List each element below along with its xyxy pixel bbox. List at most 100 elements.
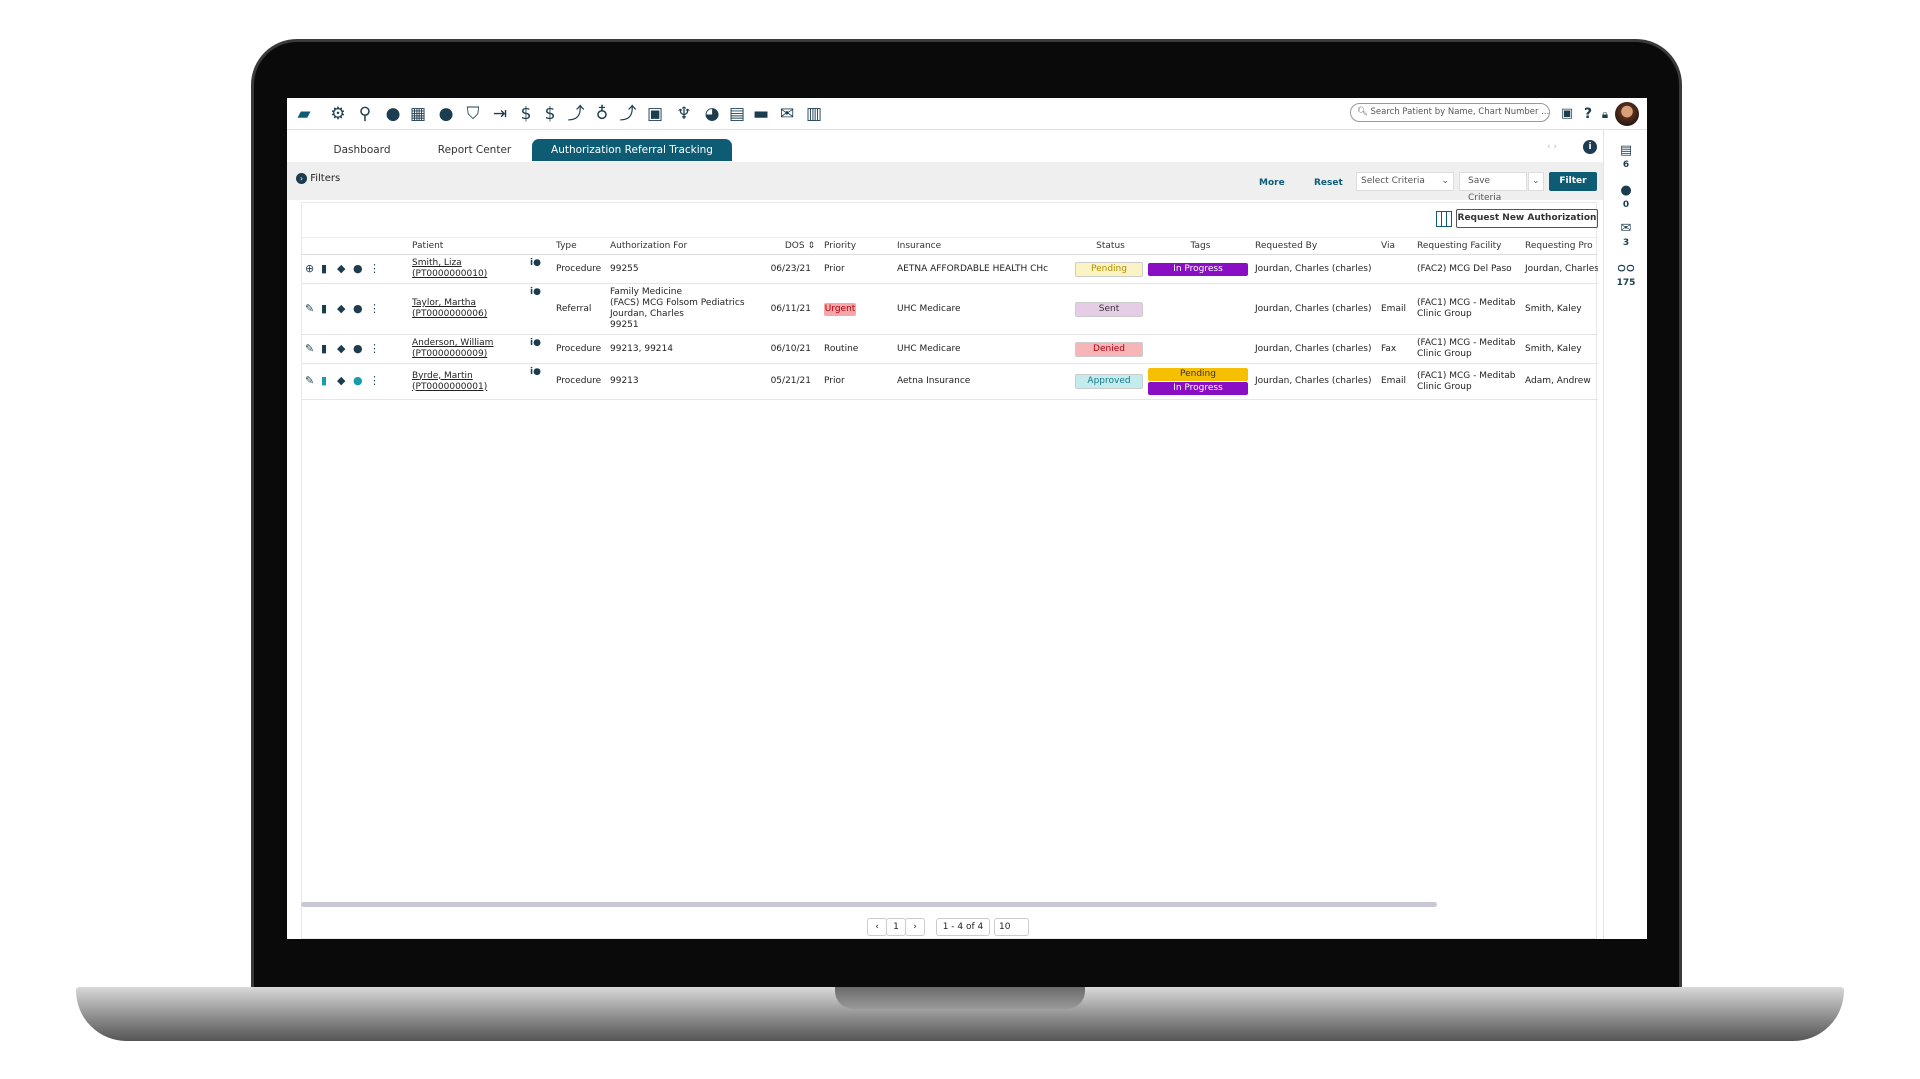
table-row[interactable]: ⊕ ▮ ◆ ● ⋮ Smith, Liza (PT0000000010) i● Procedur… <box>302 254 1598 284</box>
patient-link[interactable]: Taylor, Martha <box>412 298 477 308</box>
book-icon[interactable]: ▬ <box>752 104 770 124</box>
info-icon[interactable]: i <box>1583 140 1597 154</box>
info-icon[interactable]: i <box>530 367 534 377</box>
sign-in-icon[interactable]: ⇥ <box>492 104 508 124</box>
save-criteria-button[interactable]: Save Criteria <box>1459 172 1527 203</box>
comment-icon[interactable]: ● 0 <box>1604 184 1647 212</box>
hand-dollar-icon[interactable]: ⤴ <box>567 104 585 124</box>
user-icon[interactable]: ● <box>533 287 541 297</box>
comment-icon[interactable]: ● <box>353 301 363 315</box>
request-new-authorization-button[interactable]: Request New Authorization <box>1456 209 1598 228</box>
edit-icon[interactable]: ✎ <box>305 301 315 315</box>
chart-number-link[interactable]: (PT0000000010) <box>412 269 488 279</box>
more-options-icon[interactable]: ⋮ <box>369 374 380 387</box>
next-page-button[interactable]: › <box>905 918 925 936</box>
filter-button[interactable]: Filter <box>1549 172 1597 191</box>
col-via[interactable]: Via <box>1378 237 1414 255</box>
tags-icon[interactable]: ◆ <box>337 374 346 387</box>
filters-toggle[interactable]: › Filters <box>296 173 340 184</box>
edit-icon[interactable]: ✎ <box>305 374 315 387</box>
comment-icon[interactable]: ● <box>353 341 363 355</box>
user-shield-icon[interactable]: ● <box>438 104 454 124</box>
col-type[interactable]: Type <box>553 237 607 255</box>
patient-link[interactable]: Smith, Liza <box>412 258 462 268</box>
col-priority[interactable]: Priority <box>821 237 894 255</box>
info-icon[interactable]: i <box>530 287 534 297</box>
lock-icon[interactable]: 🔒︎ <box>1601 107 1609 121</box>
clipboard-icon[interactable]: ▤ 6 <box>1604 144 1647 172</box>
dollar-icon[interactable]: $ <box>520 104 532 124</box>
document-icon[interactable]: ▮ <box>321 301 328 315</box>
page-size-input[interactable]: 10 <box>994 918 1029 936</box>
tab-dashboard[interactable]: Dashboard <box>333 144 391 156</box>
shield-check-icon[interactable]: ⛉ <box>466 104 480 124</box>
hands-dollar-icon[interactable]: ♆ <box>676 104 692 124</box>
col-patient[interactable]: Patient <box>409 237 527 255</box>
tags-icon[interactable]: ◆ <box>337 301 346 315</box>
more-button[interactable]: More <box>1259 178 1285 188</box>
help-icon[interactable]: ? <box>1583 106 1593 122</box>
more-options-icon[interactable]: ⋮ <box>369 261 380 275</box>
user-icon[interactable]: ● <box>533 367 541 377</box>
patient-link[interactable]: Byrde, Martin <box>412 370 473 381</box>
comment-icon[interactable]: ● <box>353 374 363 387</box>
table-row[interactable]: ✎ ▮ ◆ ● ⋮ Anderson, William (PT0000000009) i● Pr… <box>302 334 1598 364</box>
tags-icon[interactable]: ◆ <box>337 341 346 355</box>
chat-logo-icon[interactable]: ▰ <box>297 104 311 124</box>
page-number-input[interactable]: 1 <box>886 918 906 936</box>
columns-icon[interactable] <box>1436 211 1452 227</box>
voicemail-icon[interactable]: ᴑᴑ 175 <box>1604 262 1647 290</box>
pie-chart-icon[interactable]: ◕ <box>704 104 720 124</box>
comment-icon[interactable]: ● <box>353 261 363 275</box>
user-icon[interactable]: ● <box>533 338 541 348</box>
table-row[interactable]: ✎ ▮ ◆ ● ⋮ Taylor, Martha (PT0000000006) i● Refer… <box>302 283 1598 335</box>
envelope-icon[interactable]: ✉ <box>779 104 795 124</box>
select-criteria-dropdown[interactable]: Select Criteria ⌄ <box>1356 172 1454 191</box>
col-authorization-for[interactable]: Authorization For <box>607 237 761 255</box>
calendar-icon[interactable]: ▦ <box>409 104 427 124</box>
tab-report-center[interactable]: Report Center <box>437 144 512 156</box>
tab-scroll-arrows[interactable]: ‹ › <box>1547 142 1558 152</box>
safe-dollar-icon[interactable]: ▣ <box>646 104 664 124</box>
col-requesting-provider[interactable]: Requesting Pro <box>1522 237 1598 255</box>
tags-icon[interactable]: ◆ <box>337 261 346 275</box>
envelope-icon[interactable]: ✉ 3 <box>1604 222 1647 250</box>
document-icon[interactable]: ▮ <box>321 374 328 387</box>
info-icon[interactable]: i <box>530 338 534 348</box>
sort-icon[interactable]: ⇕ <box>807 241 815 251</box>
more-options-icon[interactable]: ⋮ <box>369 341 380 355</box>
user-icon[interactable]: ● <box>533 258 541 268</box>
receipt-icon[interactable]: ▤ <box>728 104 746 124</box>
calendar-icon[interactable]: ▣ <box>1560 106 1574 121</box>
col-dos[interactable]: DOS ⇕ <box>761 237 821 255</box>
chart-number-link[interactable]: (PT0000000001) <box>412 381 488 392</box>
info-icon[interactable]: i <box>530 258 534 268</box>
avatar[interactable] <box>1615 102 1639 126</box>
edit-icon[interactable]: ✎ <box>305 341 315 355</box>
hand-coins-icon[interactable]: ⤴ <box>619 104 637 124</box>
dollar-transfer-icon[interactable]: $ <box>544 104 556 124</box>
col-insurance[interactable]: Insurance <box>894 237 1072 255</box>
search-icon[interactable]: ⚲ <box>358 104 372 124</box>
col-requested-by[interactable]: Requested By <box>1252 237 1378 255</box>
table-row[interactable]: ✎ ▮ ◆ ● ⋮ Byrde, Martin (PT0000000001) i● Proced… <box>302 363 1598 400</box>
tab-authorization-referral-tracking[interactable]: Authorization Referral Tracking <box>532 139 732 161</box>
reset-button[interactable]: Reset <box>1314 178 1343 188</box>
document-icon[interactable]: ▮ <box>321 341 328 355</box>
money-bag-icon[interactable]: ♁ <box>595 104 609 124</box>
prev-page-button[interactable]: ‹ <box>867 918 887 936</box>
document-icon[interactable]: ▮ <box>321 261 328 275</box>
col-status[interactable]: Status <box>1072 237 1146 255</box>
col-requesting-facility[interactable]: Requesting Facility <box>1414 237 1522 255</box>
chart-number-link[interactable]: (PT0000000006) <box>412 309 488 319</box>
save-criteria-dropdown[interactable]: ⌄ <box>1528 172 1544 191</box>
patient-search-input[interactable]: 🔍︎ Search Patient by Name, Chart Number … <box>1350 103 1550 122</box>
bar-chart-icon[interactable]: ▥ <box>805 104 823 124</box>
add-icon[interactable]: ⊕ <box>305 261 315 275</box>
col-tags[interactable]: Tags <box>1146 237 1252 255</box>
gear-icon[interactable]: ⚙ <box>330 104 346 124</box>
user-icon[interactable]: ● <box>385 104 401 124</box>
chart-number-link[interactable]: (PT0000000009) <box>412 349 488 359</box>
patient-link[interactable]: Anderson, William <box>412 338 494 348</box>
horizontal-scrollbar[interactable] <box>301 902 1437 907</box>
